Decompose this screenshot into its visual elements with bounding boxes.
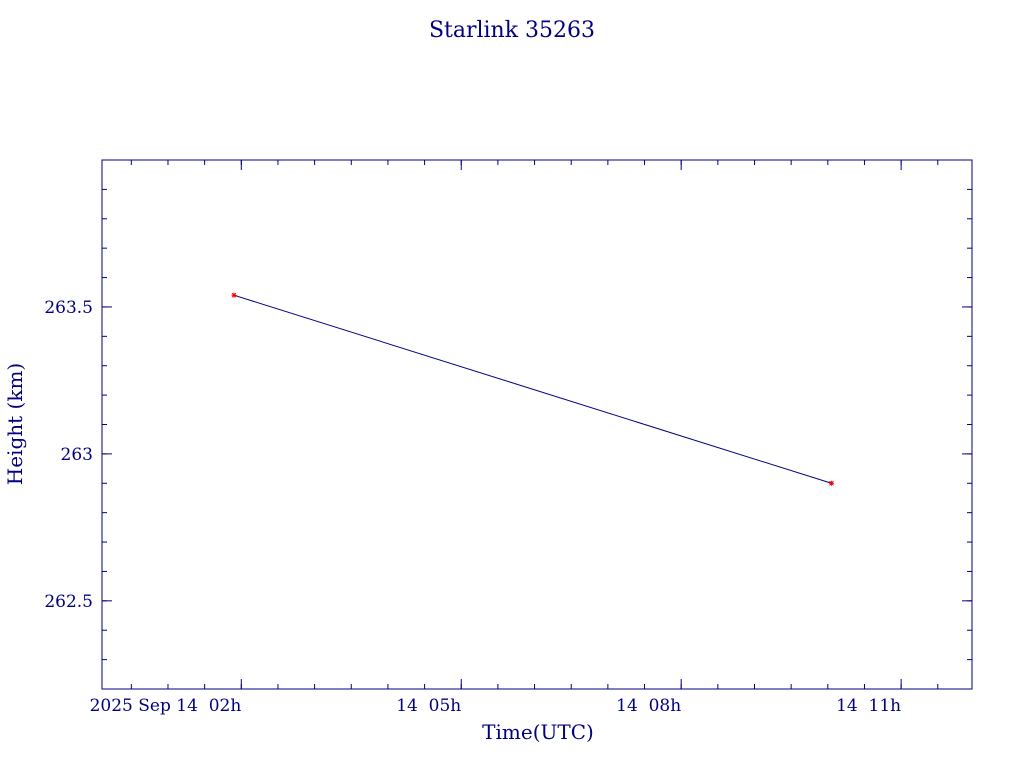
plot-frame	[101, 159, 973, 690]
x-tick-label: 2025 Sep 14 02h	[90, 696, 242, 716]
data-point-marker	[231, 292, 237, 298]
y-tick-label: 263.5	[44, 298, 93, 318]
data-point-marker	[828, 480, 834, 486]
series-line	[233, 294, 832, 484]
y-tick-label: 263	[61, 445, 93, 465]
y-axis-label: Height (km)	[3, 363, 27, 485]
minor-ticks	[102, 159, 972, 690]
x-tick-label: 14 05h	[396, 696, 461, 716]
x-axis-ticks: 2025 Sep 14 02h 14 05h 14 08h 14 11h	[90, 160, 902, 716]
series-layer	[231, 292, 834, 486]
x-tick-label: 14 11h	[836, 696, 901, 716]
x-axis-label: Time(UTC)	[482, 720, 594, 744]
chart-title: Starlink 35263	[429, 18, 595, 43]
y-tick-label: 262.5	[44, 592, 93, 612]
x-tick-label: 14 08h	[616, 696, 681, 716]
y-axis-ticks: 262.5 263 263.5	[44, 298, 972, 612]
